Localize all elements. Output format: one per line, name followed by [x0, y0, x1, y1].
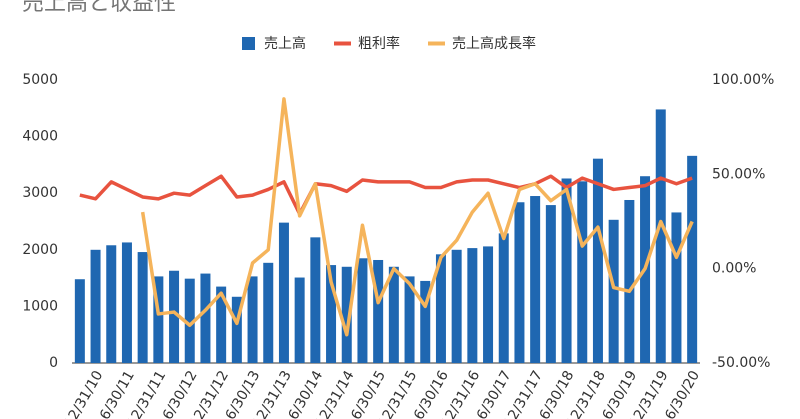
bar — [592, 158, 603, 363]
bar — [326, 265, 337, 363]
y2-tick-label: 50.00% — [712, 166, 765, 182]
line — [79, 174, 693, 216]
bar — [404, 276, 415, 363]
bar — [435, 254, 446, 363]
y-tick-label: 5000 — [22, 72, 58, 88]
bar — [137, 252, 148, 363]
bar — [577, 181, 588, 363]
legend-label: 粗利率 — [358, 35, 400, 52]
bar — [420, 280, 431, 363]
bar — [467, 248, 478, 363]
bar — [451, 249, 462, 363]
y-tick-label: 1000 — [22, 298, 58, 314]
bar — [74, 279, 85, 363]
bar — [655, 109, 666, 363]
bar — [624, 199, 635, 363]
bar — [247, 276, 258, 363]
legend-label: 売上高成長率 — [452, 35, 536, 52]
legend-label: 売上高 — [264, 35, 306, 52]
bar — [169, 270, 180, 363]
line — [140, 97, 694, 337]
bar — [278, 222, 289, 363]
y-tick-label: 2000 — [22, 242, 58, 258]
y2-tick-label: 100.00% — [712, 72, 774, 88]
bar — [153, 276, 164, 363]
bar — [200, 273, 211, 363]
bar — [106, 245, 117, 363]
y-tick-label: 3000 — [22, 185, 58, 201]
legend-swatch — [242, 37, 255, 50]
bar — [121, 242, 132, 363]
y-tick-label: 0 — [49, 355, 58, 371]
chart-title: 売上高と収益性 — [22, 0, 176, 16]
bar — [388, 266, 399, 363]
bar — [357, 258, 368, 363]
y-tick-label: 4000 — [22, 129, 58, 145]
bar — [671, 212, 682, 363]
y2-tick-label: -50.00% — [712, 355, 770, 371]
bar — [231, 296, 242, 363]
bar — [90, 249, 101, 363]
bar — [530, 196, 541, 363]
bar — [608, 219, 619, 363]
bar — [184, 278, 195, 363]
bar — [514, 202, 525, 363]
bar — [216, 286, 227, 363]
bar — [373, 259, 384, 363]
bar — [483, 246, 494, 363]
bar — [561, 178, 572, 363]
bar — [498, 233, 509, 363]
bar — [294, 277, 305, 363]
bar — [263, 262, 274, 363]
bar — [341, 266, 352, 363]
bar — [545, 205, 556, 363]
bar — [310, 237, 321, 363]
y2-tick-label: 0.00% — [712, 261, 756, 277]
bar — [687, 155, 698, 363]
